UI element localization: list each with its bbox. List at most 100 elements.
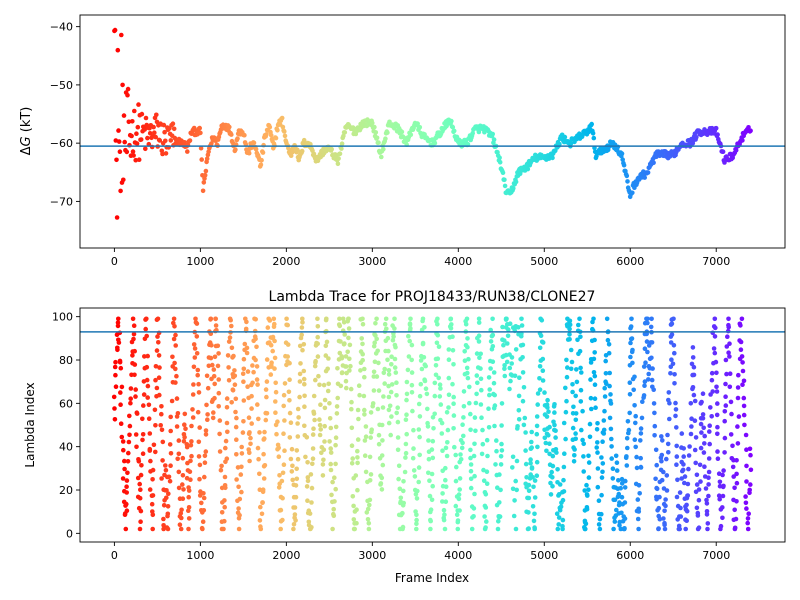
lambda-point xyxy=(344,385,349,391)
lambda-point xyxy=(696,497,702,503)
lambda-point xyxy=(272,366,277,371)
lambda-point xyxy=(465,344,470,350)
lambda-point xyxy=(147,448,153,453)
lambda-point xyxy=(726,322,731,328)
lambda-point xyxy=(135,475,141,481)
lambda-point xyxy=(592,373,598,379)
lambda-point xyxy=(124,490,129,495)
lambda-point xyxy=(299,325,305,330)
lambda-point xyxy=(498,487,503,493)
lambda-point xyxy=(678,514,684,519)
lambda-point xyxy=(177,522,183,527)
lambda-point xyxy=(127,432,132,438)
lambda-point xyxy=(567,337,572,342)
lambda-point xyxy=(137,526,143,532)
lambda-point xyxy=(373,351,379,356)
lambda-point xyxy=(381,394,386,399)
lambda-point xyxy=(347,356,352,362)
lambda-point xyxy=(111,394,117,400)
lambda-point xyxy=(282,381,288,386)
lambda-point xyxy=(404,391,410,397)
lambda-point xyxy=(735,395,741,401)
lambda-point xyxy=(468,427,473,433)
lambda-point xyxy=(644,339,650,344)
lambda-point xyxy=(160,458,165,463)
lambda-point xyxy=(385,357,390,363)
lambda-point xyxy=(488,366,493,371)
lambda-point xyxy=(154,348,160,353)
dg-x-tick-label: 1000 xyxy=(186,255,214,268)
lambda-point xyxy=(149,501,155,507)
lambda-point xyxy=(738,323,743,328)
lambda-point xyxy=(450,334,455,340)
lambda-point xyxy=(297,379,303,384)
lambda-point xyxy=(448,316,454,322)
lambda-point xyxy=(238,472,244,477)
lambda-point xyxy=(330,526,335,532)
lambda-point xyxy=(428,518,434,524)
lambda-point xyxy=(734,458,739,463)
lambda-point xyxy=(681,446,686,451)
dg-point xyxy=(422,132,427,137)
lambda-point xyxy=(577,316,582,322)
lambda-point xyxy=(243,316,248,322)
lambda-point xyxy=(372,340,378,346)
lambda-point xyxy=(603,379,608,385)
lambda-point xyxy=(709,370,715,376)
lambda-point xyxy=(321,457,326,463)
lambda-point xyxy=(623,478,628,484)
lambda-point xyxy=(544,448,549,454)
lambda-point xyxy=(253,357,258,363)
lambda-point xyxy=(257,471,262,477)
lambda-point xyxy=(445,440,450,445)
lambda-point xyxy=(209,343,214,348)
lambda-point xyxy=(209,399,215,405)
lambda-point xyxy=(310,432,316,437)
lambda-point xyxy=(714,389,720,394)
lambda-point xyxy=(460,422,465,428)
lambda-point xyxy=(662,508,667,514)
lambda-point xyxy=(170,354,175,360)
lambda-point xyxy=(652,410,657,416)
lambda-point xyxy=(634,465,640,471)
lambda-point xyxy=(677,490,683,495)
lambda-point xyxy=(274,431,279,437)
lambda-point xyxy=(726,350,731,356)
lambda-point xyxy=(400,510,405,516)
lambda-point xyxy=(712,350,718,356)
lambda-point xyxy=(379,453,385,458)
lambda-point xyxy=(211,373,217,379)
lambda-point xyxy=(153,449,158,455)
lambda-point xyxy=(263,387,269,392)
dg-point xyxy=(451,128,457,134)
lambda-point xyxy=(616,502,622,508)
lambda-point xyxy=(239,444,244,450)
lambda-point xyxy=(403,441,409,447)
lambda-point xyxy=(249,393,254,399)
lambda-point xyxy=(689,416,694,422)
lambda-point xyxy=(440,448,445,454)
lambda-point xyxy=(428,507,434,512)
lambda-point xyxy=(615,494,621,500)
lambda-point xyxy=(529,429,534,435)
lambda-point xyxy=(308,472,314,477)
dg-y-tick-label: −40 xyxy=(50,21,73,34)
lambda-point xyxy=(692,447,698,453)
dg-point xyxy=(129,133,134,139)
lambda-point xyxy=(342,332,348,337)
lambda-point xyxy=(568,366,574,372)
lambda-point xyxy=(386,368,392,373)
dg-x-tick-label: 3000 xyxy=(358,255,386,268)
lambda-point xyxy=(443,477,448,483)
lambda-point xyxy=(414,517,419,523)
lambda-point xyxy=(144,316,149,322)
lambda-point xyxy=(537,364,543,369)
lambda-point xyxy=(513,478,518,484)
lambda-point xyxy=(186,505,192,510)
lambda-point xyxy=(429,471,435,477)
lambda-point xyxy=(333,424,339,430)
lambda-point xyxy=(356,416,361,422)
lambda-point xyxy=(573,436,578,442)
lambda-point xyxy=(503,352,509,358)
lambda-point xyxy=(663,503,668,509)
